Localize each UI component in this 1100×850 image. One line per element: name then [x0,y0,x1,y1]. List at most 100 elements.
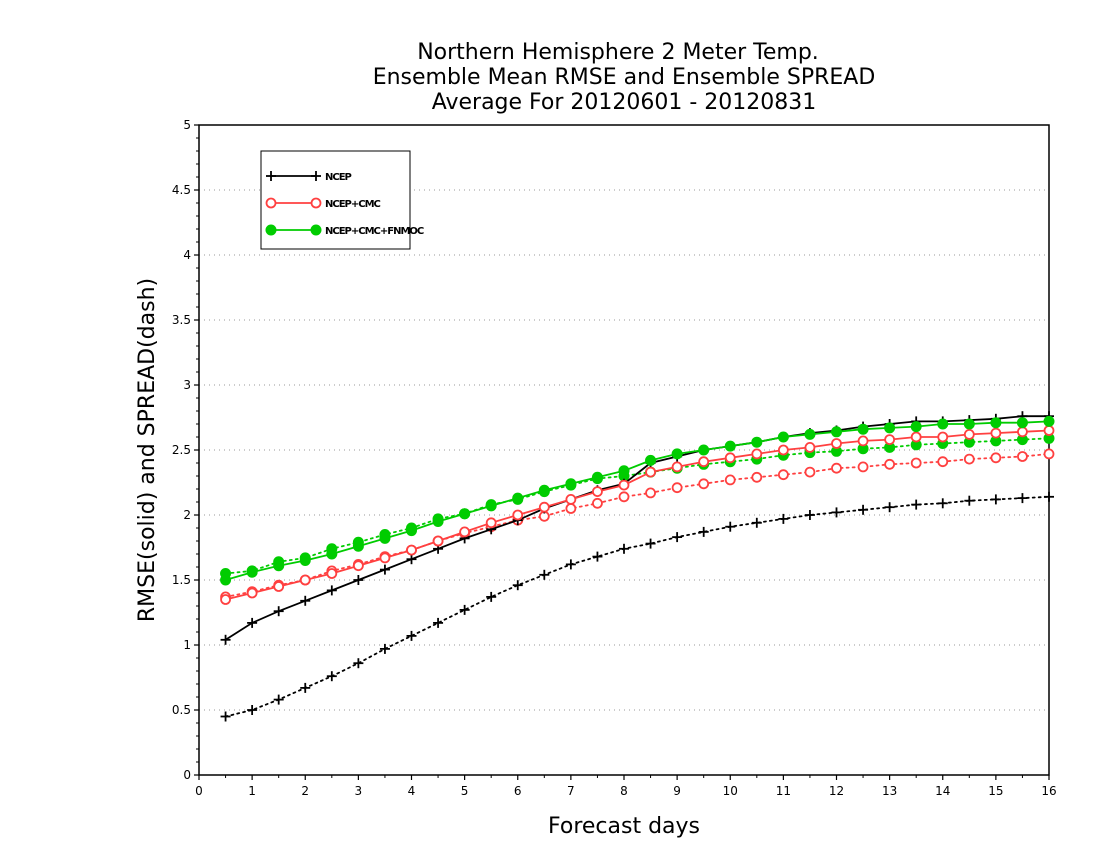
y-tick-label: 4.5 [172,183,191,197]
spread-point [273,694,284,705]
spread-point [751,471,763,483]
spread-point [724,474,736,486]
spread-point [406,630,417,641]
rmse-point [777,431,789,443]
rmse-point [406,554,417,565]
rmse-point [1043,415,1055,427]
rmse-point [485,517,497,529]
legend-label: NCEP+CMC [325,199,381,210]
rmse-point [220,574,232,586]
spread-point [539,569,550,580]
y-axis-label: RMSE(solid) and SPREAD(dash) [135,278,160,622]
rmse-point [220,594,231,605]
x-tick-label: 16 [1041,784,1056,798]
y-tick-label: 0.5 [172,703,191,717]
x-axis-label: Forecast days [548,814,700,839]
rmse-point [273,581,285,592]
spread-point [459,604,470,615]
series-ncep-cmc-spread [220,448,1055,603]
x-tick-label: 10 [723,784,738,798]
spread-point [300,682,311,693]
rmse-point [724,440,736,452]
rmse-point [1017,426,1028,438]
x-axis-ticks: 0 1 2 3 4 5 6 7 8 9 10 11 12 13 14 15 16 [195,775,1057,798]
spread-point [725,521,736,532]
legend-marker [310,224,322,236]
legend-label: NCEP+CMC+FNMOC [325,226,424,237]
spread-point [831,462,842,474]
spread-point [353,658,364,669]
spread-point [645,538,656,549]
y-tick-label: 3 [183,378,191,392]
series [220,411,1055,722]
legend-marker [311,171,321,181]
rmse-point [724,452,736,464]
rmse-point [247,617,258,628]
y-tick-label: 5 [183,118,191,132]
legend-marker [265,224,277,236]
rmse-point [299,555,311,566]
series-ncep-cmc-fnmoc-rmse [220,415,1055,586]
legend-marker [266,171,276,181]
spread-point [804,466,816,478]
x-tick-label: 8 [620,784,628,798]
series-ncep-cmc-fnmoc-spread [220,432,1055,579]
rmse-point [326,548,338,560]
rmse-point [751,448,763,460]
x-tick-label: 11 [776,784,791,798]
rmse-point [512,509,524,521]
spread-point [804,510,815,520]
rmse-point [300,595,311,606]
rmse-point [910,431,922,443]
spread-point [777,469,789,481]
legend-marker [265,197,277,209]
chart-title-line-1: Northern Hemisphere 2 Meter Temp. [417,40,819,65]
spread-point [671,482,683,494]
rmse-point [352,540,364,552]
spread-point [486,591,497,602]
chart-title-line-2: Ensemble Mean RMSE and Ensemble SPREAD [373,65,876,90]
rmse-point [698,456,710,468]
rmse-point [273,606,284,617]
spread-point [220,711,231,722]
rmse-point [910,421,922,433]
rmse-point [246,587,258,599]
y-tick-label: 2.5 [172,443,191,457]
spread-point [592,497,603,509]
legend-item: NCEP+CMC [265,197,382,210]
rmse-point [432,516,444,527]
spread-point [433,617,444,628]
y-tick-label: 1.5 [172,573,191,587]
rmse-point [671,461,683,473]
rmse-point [831,438,842,449]
x-tick-label: 7 [567,784,575,798]
rmse-point [459,508,471,520]
spread-point [698,478,710,490]
rmse-point [990,417,1002,429]
spread-point [963,453,975,465]
x-tick-label: 9 [673,784,681,798]
rmse-point [751,436,763,448]
rmse-point [379,552,391,564]
series-ncep-spread [220,491,1054,722]
x-tick-label: 3 [355,784,363,798]
spread-point [1044,491,1054,502]
rmse-point [565,493,577,505]
legend-item: NCEP [266,171,353,183]
rmse-point [459,526,471,538]
rmse-point [831,426,842,438]
rmse-point [645,454,657,466]
spread-point [565,559,576,570]
legend-item: NCEP+CMC+FNMOC [265,224,425,237]
rmse-point [352,560,364,572]
rmse-point [485,500,497,512]
rmse-point [406,544,417,556]
rmse-point [379,532,391,544]
rmse-point [353,575,364,585]
rmse-point [777,444,789,456]
rmse-point [884,422,896,434]
spread-point [698,526,709,537]
rmse-point [1043,425,1055,436]
rmse-point [299,574,311,586]
y-tick-label: 1 [183,638,191,652]
